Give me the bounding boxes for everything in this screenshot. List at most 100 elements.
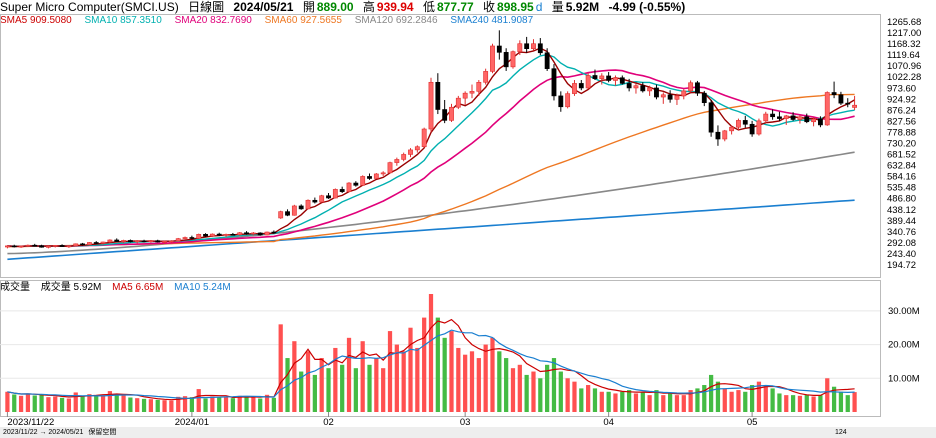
volume-bar: [825, 378, 830, 412]
price-tick-label: 389.44: [887, 216, 916, 227]
candle-body: [585, 75, 591, 89]
candle-body: [524, 43, 530, 50]
candle-body: [599, 75, 605, 79]
volume-bar: [141, 398, 147, 412]
volume-bar: [777, 393, 782, 412]
candle-body: [715, 131, 721, 140]
candle-body: [496, 45, 502, 53]
volume-bar: [845, 395, 850, 412]
volume-ma5: MA5 6.65M: [112, 282, 164, 293]
price-tick-label: 438.12: [887, 205, 916, 216]
candle-body: [121, 240, 126, 242]
candle-body: [182, 237, 188, 239]
volume-bar: [640, 391, 645, 412]
candle-body: [811, 118, 817, 123]
ma-legend-sma10: SMA10 857.3510: [84, 15, 162, 26]
view-label[interactable]: 保留空間: [88, 429, 117, 436]
volume-bar: [586, 385, 591, 412]
volume-ma5-line: [7, 318, 855, 401]
volume-bar: [258, 398, 263, 412]
volume-bar: [599, 391, 604, 412]
volume-bar: [401, 351, 406, 412]
chart-header: Super Micro Computer(SMCI.US) 日線圖 2024/0…: [0, 0, 936, 14]
volume-bar: [230, 398, 235, 412]
volume-bar: [333, 347, 338, 412]
candle-body: [852, 104, 858, 108]
candle-body: [613, 77, 618, 81]
volume-bar: [326, 368, 331, 412]
candle-body: [209, 233, 215, 237]
volume-bar: [114, 393, 119, 412]
price-tick-label: 243.40: [887, 249, 916, 260]
volume-bar: [524, 374, 529, 412]
candle-body: [148, 240, 154, 242]
volume-bar: [25, 393, 31, 412]
date-value: 2024/05/21: [233, 0, 294, 14]
candle-body: [39, 245, 44, 248]
bottom-toolbar: 2023/11/22 → 2024/05/21 保留空間 124: [0, 427, 936, 438]
volume-bar: [18, 395, 24, 412]
candle-body: [257, 232, 263, 236]
volume-bar: [797, 395, 803, 412]
volume-bar: [551, 358, 557, 412]
candle-body: [797, 116, 803, 120]
vol-label: 量: [551, 0, 564, 14]
candle-body: [141, 240, 147, 243]
candle-body: [640, 85, 646, 92]
volume-bar: [189, 397, 194, 412]
candle-body: [408, 149, 413, 155]
volume-bar: [46, 397, 51, 412]
price-tick-label: 1119.64: [887, 50, 920, 61]
volume-tick-label: 20.00M: [888, 340, 920, 351]
volume-bar: [674, 395, 680, 412]
price-tick-label: 681.52: [887, 150, 916, 161]
volume-ma10-line: [7, 329, 855, 400]
candle-body: [462, 92, 468, 99]
candle-body: [722, 130, 728, 140]
high-label: 高: [362, 0, 375, 14]
candle-body: [353, 182, 359, 186]
volume-bar: [292, 341, 297, 412]
candle-body: [394, 159, 400, 163]
candle-body: [285, 211, 290, 216]
candle-body: [230, 234, 236, 236]
volume-bar: [135, 398, 140, 412]
candle-body: [660, 94, 666, 98]
price-tick-label: 730.20: [887, 139, 916, 150]
candle-body: [360, 176, 366, 186]
candle-body: [380, 172, 386, 175]
volume-value: 成交量 5.92M: [40, 282, 102, 293]
candle-body: [59, 245, 65, 247]
candle-body: [428, 81, 434, 130]
candle-body: [503, 52, 509, 68]
volume-bar: [749, 385, 755, 412]
candle-body: [688, 82, 694, 92]
volume-bar: [73, 392, 78, 412]
candle-body: [414, 146, 420, 151]
volume-bar: [53, 396, 58, 412]
volume-bar: [579, 388, 584, 412]
volume-bar: [107, 391, 113, 412]
x-tick-label: 05: [747, 417, 758, 428]
volume-bar: [661, 395, 666, 412]
volume-bar: [804, 394, 809, 412]
change-value: -4.99 (-0.55%): [608, 0, 686, 14]
candle-body: [271, 231, 277, 234]
ma-legend-sma240: SMA240 481.9087: [450, 15, 534, 26]
volume-bar: [510, 368, 516, 412]
volume-legend: 成交量 成交量 5.92M MA5 6.65M MA10 5.24M: [0, 282, 239, 294]
candle-body: [654, 87, 659, 98]
volume-bar: [66, 398, 72, 412]
candle-body: [626, 83, 632, 89]
candle-body: [777, 116, 782, 119]
ma-legend: SMA5 909.5080 SMA10 857.3510 SMA20 832.7…: [0, 15, 543, 27]
volume-bar: [148, 399, 154, 412]
candle-body: [223, 234, 229, 236]
price-tick-label: 194.72: [887, 260, 916, 271]
volume-bar: [162, 400, 167, 412]
price-tick-label: 827.56: [887, 116, 916, 127]
candle-body: [250, 232, 256, 235]
candle-body: [18, 245, 24, 248]
